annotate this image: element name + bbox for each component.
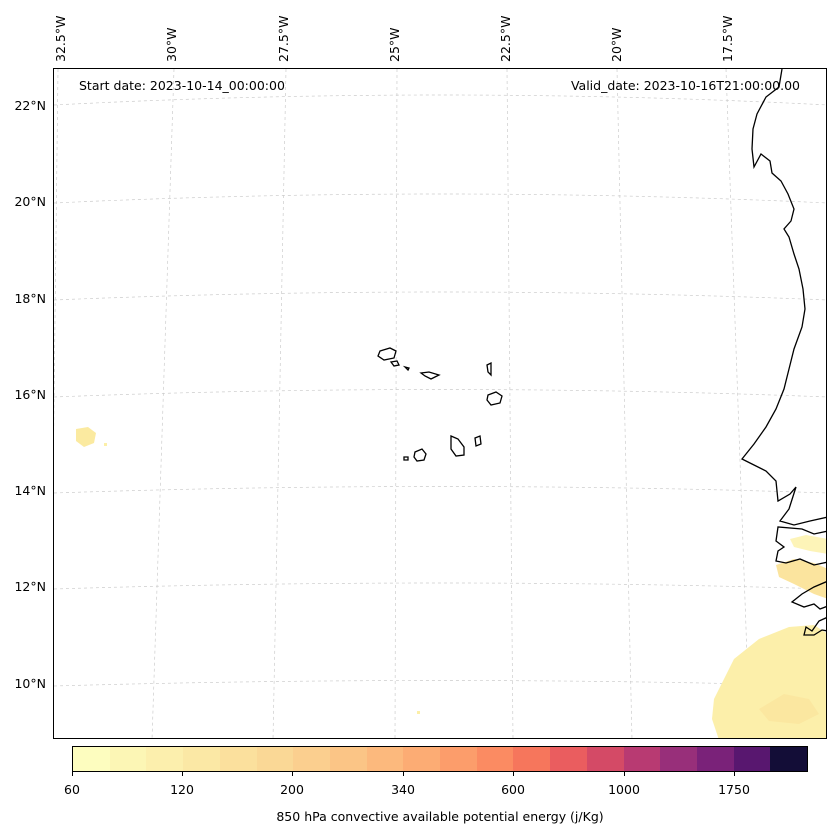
gridline-lat-18 [54,291,826,301]
lat-label-18n: 18°N [14,291,46,306]
colorbar-tick-340 [403,772,404,776]
lon-label-27-5w: 27.5°W [276,15,291,62]
lat-label-22n: 22°N [14,98,46,113]
coastline-island-sao-vicente [389,360,400,367]
colorbar-swatch-13 [550,747,587,771]
map-panel [53,68,827,739]
gridline-lon-22-5 [506,69,514,738]
lat-label-16n: 16°N [14,387,46,402]
gridline-lat-20 [54,193,826,204]
colorbar-label-340: 340 [391,782,415,797]
gridline-lat-10 [54,680,826,687]
coastline-guinea-bissau [790,581,826,610]
colorbar-label-200: 200 [280,782,304,797]
colorbar-swatch-15 [623,747,661,771]
gridline-lon-25 [394,69,398,738]
cape-field [76,427,826,738]
lon-label-25w: 25°W [387,27,402,62]
colorbar-label-1750: 1750 [718,782,750,797]
coastline-africa-north [740,69,826,526]
colorbar [72,746,808,772]
cape-patch-west [76,427,96,447]
lon-label-22-5w: 22.5°W [498,15,513,62]
gridline-lat-14 [54,486,826,494]
map-canvas [54,69,826,738]
lon-label-30w: 30°W [164,27,179,62]
lat-label-12n: 12°N [14,579,46,594]
cape-patch-gambia [776,559,826,599]
coastline-guinea [803,617,826,636]
cape-patch-guinea [712,625,826,738]
colorbar-swatch-8 [366,747,404,771]
coastline-island-maio [474,435,482,447]
colorbar-title: 850 hPa convective available potential e… [276,809,604,824]
coastline-island-santa-luzia [402,365,410,372]
cape-patch-west-dot [104,443,107,446]
lat-label-20n: 20°N [14,194,46,209]
colorbar-tick-200 [292,772,293,776]
start-date-label: Start date: 2023-10-14_00:00:00 [79,78,285,93]
colorbar-swatch-0 [73,747,110,771]
colorbar-swatch-9 [403,747,441,771]
coastline-island-sao-nicolau [419,371,441,380]
valid-date-label: Valid_date: 2023-10-16T21:00:00.00 [570,78,800,93]
gridline-lon-30 [151,69,175,738]
coastline-island-santo-antao [377,347,397,361]
coastline-africa-south [775,526,826,566]
coastlines [377,69,826,636]
colorbar-swatch-7 [329,747,367,771]
colorbar-swatch-12 [513,747,551,771]
colorbar-tick-120 [182,772,183,776]
colorbar-tick-1750 [734,772,735,776]
colorbar-swatch-6 [293,747,330,771]
gridline-lat-22 [54,94,826,106]
colorbar-swatch-10 [440,747,477,771]
coastline-island-brava [403,456,409,461]
coastline-island-fogo [413,448,427,462]
coastline-island-sal [486,361,492,377]
colorbar-swatch-14 [586,747,624,771]
colorbar-swatch-16 [660,747,697,771]
coastline-island-santiago [450,435,465,457]
gridline-lon-20 [616,69,633,738]
colorbar-label-1000: 1000 [608,782,640,797]
colorbar-tick-60 [72,772,73,776]
gridlines [54,69,826,738]
colorbar-swatch-5 [256,747,294,771]
colorbar-swatch-17 [696,747,734,771]
colorbar-tick-600 [513,772,514,776]
lon-label-20w: 20°W [609,27,624,62]
cape-patch-ocean-dot [417,711,420,714]
colorbar-label-600: 600 [501,782,525,797]
gridline-lon-17-5 [725,69,751,738]
colorbar-label-120: 120 [170,782,194,797]
colorbar-label-60: 60 [64,782,80,797]
lon-label-17-5w: 17.5°W [720,15,735,62]
colorbar-swatch-19 [770,747,808,771]
colorbar-tick-1000 [624,772,625,776]
colorbar-swatch-1 [109,747,147,771]
colorbar-swatch-4 [219,747,257,771]
colorbar-swatch-2 [146,747,184,771]
gridline-lon-32-5 [54,69,59,434]
lat-label-10n: 10°N [14,676,46,691]
colorbar-swatch-11 [476,747,514,771]
cape-patch-senegal-inland [790,535,826,554]
cape-patch-guinea-core [759,694,819,724]
coastline-island-boa-vista [486,391,503,406]
colorbar-swatch-18 [733,747,771,771]
gridline-lat-12 [54,582,826,590]
gridline-lon-27-5 [272,69,287,738]
colorbar-swatch-3 [183,747,220,771]
gridline-lat-16 [54,389,826,398]
lon-label-32-5w: 32.5°W [53,15,68,62]
lat-label-14n: 14°N [14,483,46,498]
